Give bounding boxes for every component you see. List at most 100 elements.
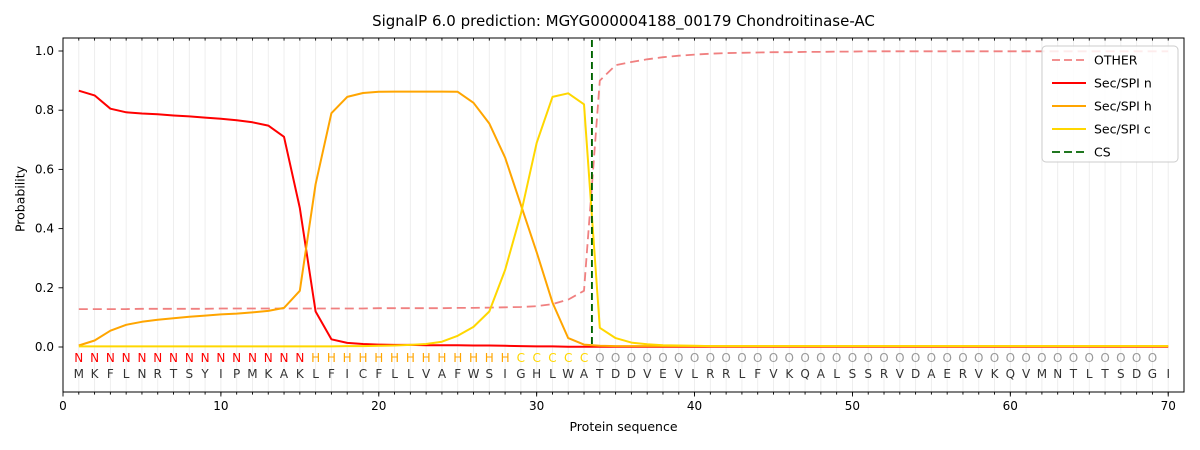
x-axis-label: Protein sequence: [569, 419, 678, 434]
sequence-letter: W: [562, 367, 574, 381]
y-tick-label: 0.0: [35, 340, 54, 354]
sequence-letter: H: [532, 367, 541, 381]
region-label-letter: C: [564, 351, 572, 365]
legend: OTHER Sec/SPI n Sec/SPI h Sec/SPI c CS: [1041, 45, 1179, 163]
region-label-letter: O: [1021, 351, 1030, 365]
sequence-letter: A: [927, 367, 936, 381]
sequence-letter: T: [595, 367, 604, 381]
region-label-letter: C: [517, 351, 525, 365]
region-label-letter: O: [737, 351, 746, 365]
x-tick-label: 40: [687, 399, 702, 413]
series-sec-spi-n: [78, 89, 1169, 348]
sequence-letter: L: [833, 367, 840, 381]
region-label-letter: O: [1100, 351, 1109, 365]
x-tick-label: 60: [1003, 399, 1018, 413]
sequence-letter: M: [74, 367, 84, 381]
sequence-letter: Q: [1006, 367, 1015, 381]
region-label-letter: O: [974, 351, 983, 365]
sequence-letter: K: [991, 367, 1000, 381]
sequence-letter: V: [643, 367, 652, 381]
region-label-letter: H: [390, 351, 399, 365]
region-label-letter: O: [942, 351, 951, 365]
series-sec-spi-h: [78, 90, 1169, 348]
sequence-letter: V: [675, 367, 684, 381]
region-label-letter: O: [1116, 351, 1125, 365]
region-label-letter: O: [1053, 351, 1062, 365]
region-label-letter: H: [406, 351, 415, 365]
sequence-letter: G: [1148, 367, 1157, 381]
sequence-letter: K: [264, 367, 273, 381]
region-label-letter: N: [122, 351, 131, 365]
sequence-letter: S: [864, 367, 872, 381]
sequence-letter: T: [169, 367, 178, 381]
sequence-letter: P: [233, 367, 240, 381]
legend-box: [1041, 45, 1179, 163]
y-tick-label: 0.6: [35, 162, 54, 176]
sequence-letter: A: [438, 367, 447, 381]
region-label-letter: H: [437, 351, 446, 365]
axis-ticks: [58, 38, 1169, 397]
region-label-letter: O: [690, 351, 699, 365]
region-label-letter: N: [264, 351, 273, 365]
legend-item-label: OTHER: [1094, 53, 1138, 68]
sequence-letter: A: [280, 367, 289, 381]
region-label-letter: O: [958, 351, 967, 365]
x-tick-label: 20: [371, 399, 386, 413]
sequence-letter: I: [503, 367, 507, 381]
x-tick-label: 50: [845, 399, 860, 413]
region-label-letter: H: [358, 351, 367, 365]
region-label-letter: N: [248, 351, 257, 365]
sequence-letter: A: [817, 367, 826, 381]
region-label-letter: O: [706, 351, 715, 365]
sequence-letter: E: [943, 367, 951, 381]
sequence-letter: K: [785, 367, 794, 381]
region-label-letter: O: [927, 351, 936, 365]
sequence-letter: L: [739, 367, 746, 381]
region-label-letter: N: [232, 351, 241, 365]
sequence-letter: E: [659, 367, 667, 381]
region-label-letter: N: [74, 351, 83, 365]
sequence-letter: T: [1100, 367, 1109, 381]
sequence-letter: M: [1037, 367, 1047, 381]
sequence-letter: S: [185, 367, 193, 381]
sequence-letter: Y: [200, 367, 209, 381]
sequence-letter: D: [627, 367, 636, 381]
sequence-letter: R: [706, 367, 714, 381]
grid: [78, 38, 1169, 392]
region-label-letter: O: [800, 351, 809, 365]
region-label-letter: O: [1069, 351, 1078, 365]
region-label-letter: O: [642, 351, 651, 365]
region-label-letter: H: [453, 351, 462, 365]
y-axis-label: Probability: [12, 165, 28, 233]
sequence-letter: D: [1132, 367, 1141, 381]
sequence-letter: A: [580, 367, 589, 381]
region-label-letter: N: [137, 351, 146, 365]
region-label-letter: O: [627, 351, 636, 365]
plot-title: SignalP 6.0 prediction: MGYG000004188_00…: [372, 12, 875, 30]
sequence-letter: I: [345, 367, 349, 381]
region-label-letter: O: [1006, 351, 1015, 365]
series-other: [78, 50, 1169, 311]
region-label-letter: O: [658, 351, 667, 365]
x-tick-label: 10: [213, 399, 228, 413]
sequence-letter: S: [849, 367, 857, 381]
sequence-letter: V: [975, 367, 984, 381]
sequence-letter: L: [312, 367, 319, 381]
region-label-letter: N: [153, 351, 162, 365]
region-label-letter: O: [1132, 351, 1141, 365]
sequence-letter: F: [375, 367, 382, 381]
sequence-letter: K: [296, 367, 305, 381]
sequence-letter: L: [407, 367, 414, 381]
region-label-letter: N: [185, 351, 194, 365]
region-label-letter: N: [295, 351, 304, 365]
region-label-letter: H: [422, 351, 431, 365]
sequence-letter: L: [391, 367, 398, 381]
sequence-letter: S: [485, 367, 493, 381]
curves: [78, 50, 1169, 348]
sequence-letter: C: [359, 367, 367, 381]
sequence-letter: V: [896, 367, 905, 381]
sequence-letter: L: [1086, 367, 1093, 381]
